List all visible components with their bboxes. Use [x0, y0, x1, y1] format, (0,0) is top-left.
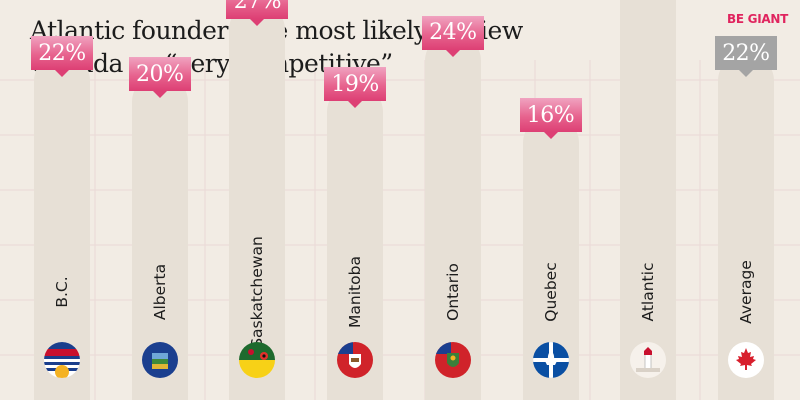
lighthouse-icon: [630, 342, 667, 378]
data-label: 20%: [128, 57, 191, 98]
bar: Ontario: [424, 32, 481, 400]
manitoba-flag-icon: [337, 341, 374, 378]
category-label-text: Manitoba: [346, 256, 365, 328]
data-label-text: 16%: [526, 102, 575, 128]
brand-logo: BE GIANT: [727, 12, 788, 26]
data-label: 22%: [31, 36, 93, 78]
data-label-text: 20%: [135, 61, 184, 87]
category-label-text: Atlantic: [639, 262, 658, 322]
bar: Average: [717, 53, 774, 400]
saskatchewan-flag-icon: [239, 341, 276, 378]
category-label-text: Saskatchewan: [248, 236, 267, 348]
data-label-text: 22%: [722, 40, 770, 66]
data-label-text: 24%: [429, 20, 477, 46]
alberta-flag-icon: [141, 342, 178, 378]
category-label-text: Quebec: [541, 262, 560, 322]
category-label-text: Ontario: [443, 263, 462, 321]
bar: Alberta: [131, 74, 188, 400]
bar: B.C.: [34, 53, 90, 400]
data-label-text: 19%: [331, 71, 379, 97]
bar: Manitoba: [327, 84, 384, 400]
bc-flag-icon: [44, 341, 80, 378]
ontario-flag-icon: [434, 341, 471, 378]
bar: Saskatchewan: [229, 1, 286, 400]
quebec-flag-icon: [532, 341, 569, 378]
category-label-text: B.C.: [53, 276, 71, 308]
data-label: 19%: [324, 67, 387, 109]
data-label: 27%: [226, 0, 289, 26]
data-label-text: 22%: [38, 40, 86, 66]
data-label: 24%: [421, 15, 484, 57]
category-label-text: Alberta: [150, 263, 169, 321]
bar: Quebec: [522, 115, 579, 400]
data-label-text: 27%: [233, 0, 282, 15]
category-label-text: Average: [736, 260, 755, 324]
data-label: 16%: [519, 98, 582, 140]
maple-leaf-icon: [727, 341, 764, 378]
bar: Atlantic: [620, 0, 677, 400]
data-label: 22%: [714, 36, 777, 78]
